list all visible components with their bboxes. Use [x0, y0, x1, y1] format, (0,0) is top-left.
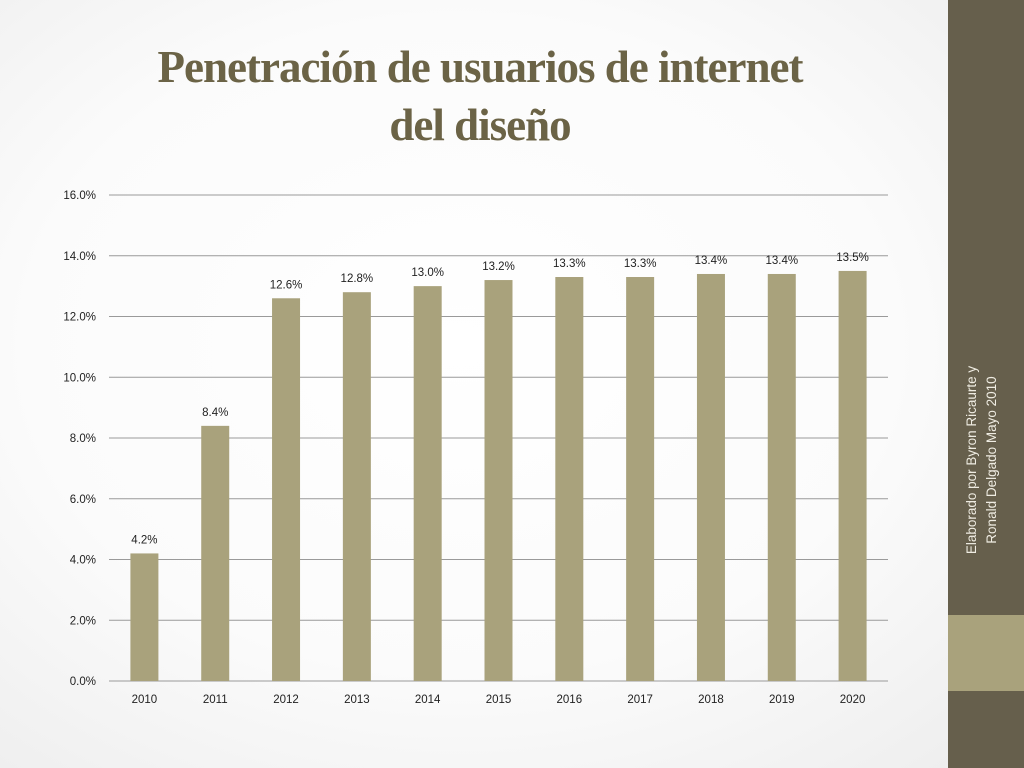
y-tick-label: 4.0% [70, 555, 96, 567]
x-tick-label: 2011 [203, 694, 228, 706]
y-tick-label: 12.0% [63, 312, 96, 324]
bar-2010 [130, 553, 159, 681]
bar-2011 [201, 425, 230, 681]
data-label-2020: 13.5% [836, 252, 869, 264]
data-label-2017: 13.3% [624, 258, 657, 270]
bar-2020 [838, 270, 867, 681]
sidebar-band [948, 0, 1024, 768]
x-tick-label: 2016 [557, 694, 583, 706]
bar-2012 [272, 298, 301, 681]
y-tick-label: 2.0% [70, 615, 96, 627]
x-tick-label: 2013 [344, 694, 370, 706]
y-axis-tick-labels: 0.0% 2.0% 4.0% 6.0% 8.0% 10.0% 12.0% 14.0% 16.0% [63, 190, 96, 688]
data-label-2014: 13.0% [411, 267, 444, 279]
y-tick-label: 14.0% [63, 251, 96, 263]
x-tick-label: 2010 [132, 694, 158, 706]
slide-title-line-1: Penetración de usuarios de internet [157, 42, 804, 92]
data-label-2016: 13.3% [553, 258, 586, 270]
x-tick-label: 2017 [627, 694, 653, 706]
bars [130, 270, 867, 681]
author-credit-line-2: Ronald Delgado Mayo 2010 [984, 376, 999, 544]
x-axis-tick-labels: 2010 2011 2012 2013 2014 2015 2016 2017 2018 2019… [132, 694, 866, 706]
sidebar-accent-block [948, 615, 1024, 691]
y-tick-label: 8.0% [70, 433, 96, 445]
slide-title: Penetración de usuarios de internet del … [20, 38, 940, 154]
bar-2018 [696, 273, 725, 681]
bar-2015 [484, 280, 513, 681]
data-label-2011: 8.4% [202, 407, 228, 419]
bar-chart: 0.0% 2.0% 4.0% 6.0% 8.0% 10.0% 12.0% 14.0% 16.0%… [63, 190, 888, 706]
bar-2016 [555, 277, 584, 681]
slide-title-line-2: del diseño [389, 100, 571, 150]
bar-2017 [626, 277, 655, 681]
author-credit: Elaborado por Byron Ricaurte y Ronald De… [962, 366, 1002, 554]
data-label-2015: 13.2% [482, 261, 515, 273]
data-label-2018: 13.4% [695, 255, 728, 267]
x-tick-label: 2020 [840, 694, 866, 706]
x-tick-label: 2012 [273, 694, 299, 706]
y-tick-label: 16.0% [63, 190, 96, 202]
author-credit-line-1: Elaborado por Byron Ricaurte y [964, 365, 979, 555]
data-label-2013: 12.8% [341, 273, 374, 285]
x-tick-label: 2019 [769, 694, 795, 706]
x-tick-label: 2018 [698, 694, 724, 706]
data-label-2012: 12.6% [270, 279, 303, 291]
bar-2013 [342, 292, 371, 681]
data-labels: 4.2% 8.4% 12.6% 12.8% 13.0% 13.2% 13.3% 13.3% 13… [131, 252, 869, 546]
bar-2014 [413, 286, 442, 681]
x-tick-label: 2015 [486, 694, 512, 706]
y-tick-label: 6.0% [70, 494, 96, 506]
bar-2019 [767, 273, 796, 681]
x-tick-label: 2014 [415, 694, 441, 706]
data-label-2019: 13.4% [765, 255, 798, 267]
y-tick-label: 0.0% [70, 676, 96, 688]
data-label-2010: 4.2% [131, 534, 157, 546]
y-tick-label: 10.0% [63, 372, 96, 384]
